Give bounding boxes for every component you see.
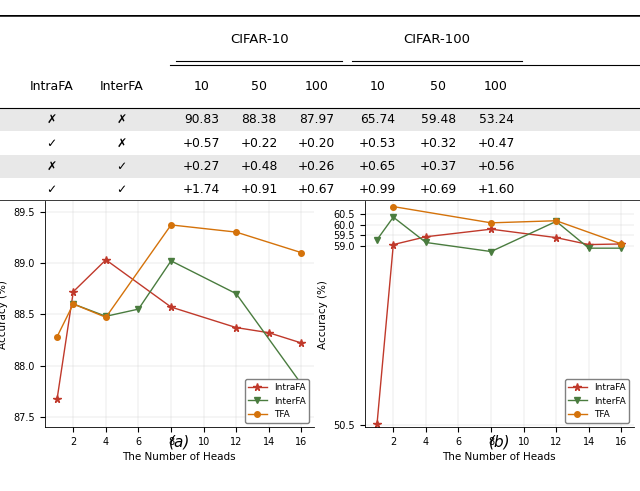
InterFA bbox=[232, 291, 240, 297]
IntraFA bbox=[618, 241, 625, 247]
Text: 10: 10 bbox=[194, 80, 209, 93]
Text: CIFAR-10: CIFAR-10 bbox=[230, 33, 289, 47]
Text: ✗: ✗ bbox=[116, 113, 127, 126]
InterFA bbox=[167, 258, 175, 264]
Text: +0.26: +0.26 bbox=[298, 160, 335, 173]
Text: ✓: ✓ bbox=[116, 183, 127, 196]
IntraFA bbox=[552, 235, 560, 241]
Text: 59.48: 59.48 bbox=[421, 113, 456, 126]
Text: 90.83: 90.83 bbox=[184, 113, 219, 126]
InterFA bbox=[70, 301, 77, 307]
TFA bbox=[53, 334, 61, 340]
Text: +1.74: +1.74 bbox=[183, 183, 220, 196]
IntraFA bbox=[390, 242, 397, 247]
Bar bbox=[0, 108, 640, 131]
Text: +0.67: +0.67 bbox=[298, 183, 335, 196]
Text: 65.74: 65.74 bbox=[360, 113, 395, 126]
IntraFA bbox=[373, 421, 381, 427]
Line: TFA: TFA bbox=[54, 222, 304, 340]
Text: 100: 100 bbox=[484, 80, 508, 93]
IntraFA bbox=[422, 234, 429, 240]
InterFA bbox=[373, 237, 381, 243]
Text: +0.47: +0.47 bbox=[477, 136, 515, 149]
Text: +0.57: +0.57 bbox=[183, 136, 220, 149]
TFA bbox=[298, 250, 305, 256]
TFA bbox=[618, 241, 625, 247]
Text: 53.24: 53.24 bbox=[479, 113, 513, 126]
Text: +0.37: +0.37 bbox=[420, 160, 457, 173]
IntraFA bbox=[70, 289, 77, 295]
Y-axis label: Accuracy (%): Accuracy (%) bbox=[0, 280, 8, 349]
Text: +0.53: +0.53 bbox=[359, 136, 396, 149]
IntraFA bbox=[102, 257, 109, 263]
Line: IntraFA: IntraFA bbox=[373, 225, 625, 428]
Y-axis label: Accuracy (%): Accuracy (%) bbox=[318, 280, 328, 349]
Bar bbox=[0, 155, 640, 178]
InterFA bbox=[102, 313, 109, 319]
Line: InterFA: InterFA bbox=[70, 258, 305, 387]
Text: CIFAR-100: CIFAR-100 bbox=[403, 33, 470, 47]
IntraFA bbox=[487, 226, 495, 232]
InterFA bbox=[390, 214, 397, 220]
Text: InterFA: InterFA bbox=[100, 80, 143, 93]
Text: IntraFA: IntraFA bbox=[29, 80, 73, 93]
IntraFA bbox=[167, 304, 175, 310]
Text: (b): (b) bbox=[488, 434, 510, 449]
InterFA bbox=[618, 245, 625, 251]
Text: 88.38: 88.38 bbox=[241, 113, 277, 126]
Text: 50: 50 bbox=[431, 80, 447, 93]
IntraFA bbox=[265, 330, 273, 336]
InterFA bbox=[552, 218, 560, 224]
Legend: IntraFA, InterFA, TFA: IntraFA, InterFA, TFA bbox=[245, 380, 309, 423]
Text: +0.48: +0.48 bbox=[241, 160, 278, 173]
Text: ✓: ✓ bbox=[46, 183, 56, 196]
Text: 10: 10 bbox=[370, 80, 385, 93]
X-axis label: The Number of Heads: The Number of Heads bbox=[122, 452, 236, 463]
Text: +0.56: +0.56 bbox=[477, 160, 515, 173]
InterFA bbox=[487, 248, 495, 254]
Line: TFA: TFA bbox=[390, 204, 624, 246]
Text: +0.99: +0.99 bbox=[359, 183, 396, 196]
Text: ✗: ✗ bbox=[116, 136, 127, 149]
TFA bbox=[390, 204, 397, 210]
InterFA bbox=[134, 306, 142, 312]
Text: ✗: ✗ bbox=[46, 113, 56, 126]
Text: +0.32: +0.32 bbox=[420, 136, 457, 149]
Text: +0.91: +0.91 bbox=[241, 183, 278, 196]
IntraFA bbox=[232, 325, 240, 330]
TFA bbox=[232, 229, 240, 235]
Line: IntraFA: IntraFA bbox=[53, 256, 305, 403]
Text: (a): (a) bbox=[168, 434, 190, 449]
IntraFA bbox=[585, 242, 593, 247]
Text: ✓: ✓ bbox=[116, 160, 127, 173]
Text: +0.22: +0.22 bbox=[241, 136, 278, 149]
Text: +0.20: +0.20 bbox=[298, 136, 335, 149]
Text: +0.69: +0.69 bbox=[420, 183, 457, 196]
TFA bbox=[70, 301, 77, 307]
Text: +0.65: +0.65 bbox=[359, 160, 396, 173]
Text: +1.60: +1.60 bbox=[477, 183, 515, 196]
TFA bbox=[552, 218, 560, 224]
Text: +0.27: +0.27 bbox=[183, 160, 220, 173]
Legend: IntraFA, InterFA, TFA: IntraFA, InterFA, TFA bbox=[565, 380, 629, 423]
Line: InterFA: InterFA bbox=[374, 214, 625, 255]
Text: 50: 50 bbox=[252, 80, 268, 93]
Text: ✓: ✓ bbox=[46, 136, 56, 149]
TFA bbox=[167, 222, 175, 228]
InterFA bbox=[585, 245, 593, 251]
TFA bbox=[487, 220, 495, 226]
IntraFA bbox=[298, 340, 305, 346]
TFA bbox=[102, 314, 109, 320]
IntraFA bbox=[53, 397, 61, 403]
InterFA bbox=[422, 240, 429, 246]
Text: 87.97: 87.97 bbox=[300, 113, 334, 126]
InterFA bbox=[298, 381, 305, 387]
X-axis label: The Number of Heads: The Number of Heads bbox=[442, 452, 556, 463]
Text: 100: 100 bbox=[305, 80, 329, 93]
Text: ✗: ✗ bbox=[46, 160, 56, 173]
